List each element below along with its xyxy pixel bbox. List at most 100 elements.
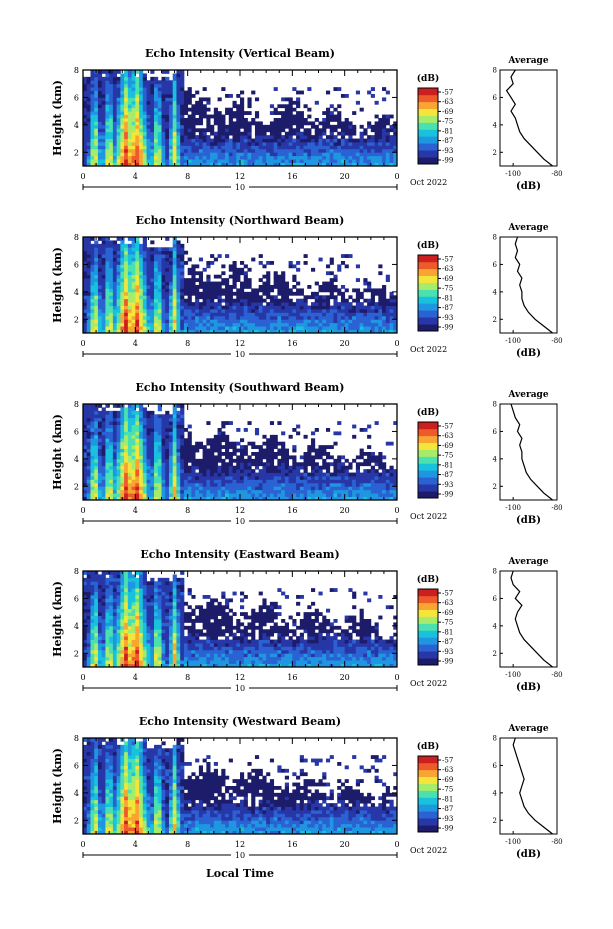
echo-cell — [213, 462, 218, 467]
echo-cell — [243, 302, 248, 306]
echo-cell — [198, 142, 204, 146]
echo-cell — [120, 87, 125, 91]
echo-cell — [273, 465, 278, 470]
echo-cell — [150, 486, 155, 491]
echo-cell — [299, 135, 304, 139]
echo-cell — [172, 493, 177, 497]
echo-cell — [198, 155, 204, 160]
echo-cell — [191, 458, 196, 463]
echo-cell — [236, 94, 241, 98]
echo-cell — [307, 148, 312, 153]
echo-cell — [348, 319, 353, 324]
echo-cell — [83, 281, 88, 286]
echo-cell — [284, 107, 289, 112]
echo-cell — [262, 448, 267, 453]
echo-cell — [382, 455, 387, 460]
echo-cell — [139, 155, 144, 160]
echo-cell — [382, 87, 387, 91]
echo-cell — [352, 312, 357, 317]
echo-cell — [228, 315, 233, 320]
echo-cell — [389, 142, 394, 146]
echo-cell — [172, 87, 177, 91]
echo-cell — [258, 329, 263, 334]
echo-cell — [240, 145, 245, 150]
echo-cell — [176, 309, 181, 313]
echo-cell — [225, 152, 230, 157]
echo-cell — [262, 162, 267, 167]
echo-cell — [277, 302, 282, 306]
echo-cell — [198, 118, 204, 122]
echo-cell — [370, 309, 375, 313]
echo-cell — [154, 434, 159, 439]
echo-cell — [195, 319, 200, 324]
echo-cell — [135, 100, 140, 105]
echo-cell — [94, 135, 99, 139]
echo-cell — [269, 309, 275, 313]
echo-cell — [333, 326, 338, 330]
echo-cell — [172, 298, 177, 303]
echo-cell — [180, 421, 185, 425]
echo-cell — [172, 100, 177, 105]
echo-cell — [161, 431, 166, 436]
echo-cell — [124, 319, 129, 324]
echo-cell — [269, 312, 275, 317]
echo-cell — [363, 489, 368, 494]
echo-cell — [385, 305, 390, 310]
echo-cell — [277, 135, 282, 139]
echo-cell — [168, 162, 174, 167]
echo-cell — [120, 261, 125, 265]
echo-cell — [176, 421, 181, 425]
echo-cell — [314, 465, 319, 470]
echo-cell — [142, 131, 147, 136]
echo-cell — [240, 107, 245, 112]
echo-cell — [329, 462, 334, 467]
echo-cell — [374, 462, 379, 467]
echo-cell — [322, 124, 327, 129]
echo-cell — [139, 124, 144, 129]
echo-cell — [105, 462, 110, 467]
echo-cell — [311, 121, 316, 126]
echo-cell — [139, 486, 144, 491]
echo-cell — [225, 421, 230, 425]
echo-cell — [154, 315, 159, 320]
echo-cell — [378, 155, 383, 160]
echo-cell — [139, 148, 144, 153]
echo-cell — [101, 302, 106, 306]
echo-cell — [217, 479, 222, 484]
echo-cell — [105, 73, 110, 78]
echo-cell — [86, 295, 91, 300]
echo-cell — [296, 298, 301, 303]
echo-cell — [288, 261, 293, 265]
colorbar-tick-label: -75 — [442, 118, 453, 126]
echo-cell — [329, 152, 334, 157]
echo-cell — [269, 452, 275, 456]
echo-cell — [344, 469, 349, 473]
echo-cell — [374, 469, 379, 473]
echo-cell — [168, 315, 174, 320]
echo-cell — [94, 326, 99, 330]
echo-cell — [109, 128, 114, 133]
echo-cell — [165, 445, 170, 449]
echo-cell — [217, 124, 222, 129]
echo-cell — [378, 493, 383, 497]
echo-cell — [191, 322, 196, 327]
echo-cell — [120, 145, 125, 150]
echo-cell — [370, 476, 375, 480]
echo-cell — [97, 274, 103, 279]
echo-cell — [168, 414, 174, 419]
echo-cell — [299, 138, 304, 143]
echo-cell — [281, 472, 286, 477]
echo-cell — [314, 152, 319, 157]
echo-cell — [221, 496, 226, 501]
echo-cell — [150, 128, 155, 133]
echo-cell — [83, 90, 88, 95]
echo-cell — [109, 482, 114, 487]
echo-cell — [225, 285, 230, 289]
echo-cell — [83, 124, 88, 129]
echo-cell — [202, 87, 207, 91]
echo-cell — [299, 288, 304, 293]
echo-cell — [217, 486, 222, 491]
echo-cell — [120, 431, 125, 436]
echo-cell — [258, 315, 263, 320]
echo-cell — [314, 462, 319, 467]
